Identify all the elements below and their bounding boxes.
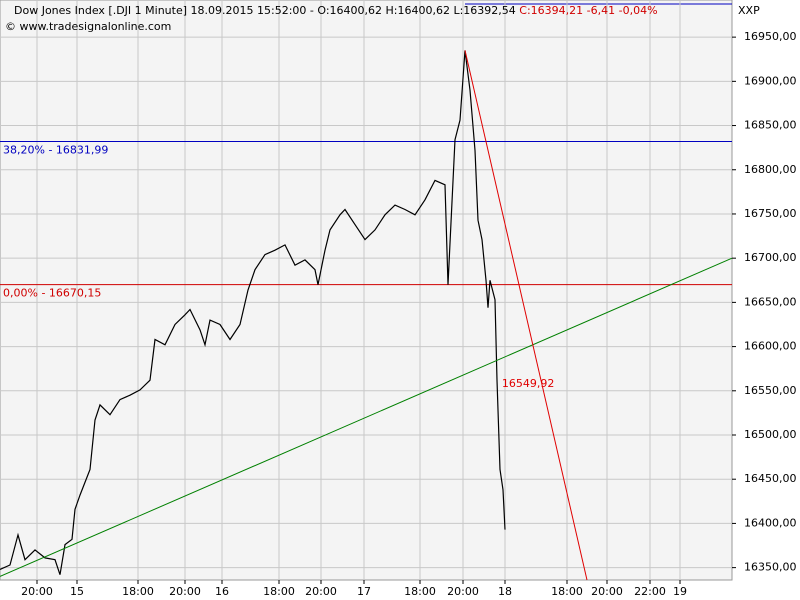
plot-area — [0, 0, 733, 581]
y-tick-label: 16750,00 — [744, 207, 797, 220]
x-tick-label: 15 — [70, 585, 84, 598]
x-tick-label: 16 — [215, 585, 229, 598]
x-tick-label: 20:00 — [305, 585, 337, 598]
x-tick-label: 17 — [357, 585, 371, 598]
price-line — [0, 50, 506, 575]
subtitle: © www.tradesignalonline.com — [5, 20, 171, 33]
fib-label: 38,20% - 16831,99 — [3, 143, 108, 156]
trend-label: 16549,92 — [502, 377, 555, 390]
x-tick-label: 20:00 — [169, 585, 201, 598]
x-tick-label: 20:00 — [21, 585, 53, 598]
fib-label: 0,00% - 16670,15 — [3, 287, 101, 300]
x-tick-label: 18:00 — [551, 585, 583, 598]
x-tick-label: 19 — [673, 585, 687, 598]
y-tick-label: 16700,00 — [744, 251, 797, 264]
x-tick-label: 22:00 — [634, 585, 666, 598]
trend-line — [0, 257, 733, 577]
y-tick-label: 16450,00 — [744, 472, 797, 485]
marks: 38,20% - 16831,99 0,00% - 16670,15 16549,9… — [0, 50, 733, 581]
grid — [0, 0, 732, 580]
trend-line — [464, 50, 588, 581]
x-tick-label: 20:00 — [591, 585, 623, 598]
y-tick-label: 16350,00 — [744, 561, 797, 574]
title-change: C:16394,21 -6,41 -0,04% — [519, 4, 657, 17]
y-tick-label: 16650,00 — [744, 295, 797, 308]
corner-label: XXP — [738, 4, 760, 17]
x-tick-label: 18:00 — [122, 585, 154, 598]
y-tick-label: 16950,00 — [744, 30, 797, 43]
title-text: Dow Jones Index [.DJI 1 Minute] 18.09.20… — [14, 4, 516, 17]
x-tick-label: 20:00 — [447, 585, 479, 598]
y-tick-label: 16500,00 — [744, 428, 797, 441]
y-tick-label: 16550,00 — [744, 384, 797, 397]
y-tick-label: 16900,00 — [744, 74, 797, 87]
x-tick-label: 18:00 — [404, 585, 436, 598]
x-tick-label: 18 — [498, 585, 512, 598]
x-tick-label: 18:00 — [263, 585, 295, 598]
y-tick-label: 16600,00 — [744, 340, 797, 353]
chart-title: Dow Jones Index [.DJI 1 Minute] 18.09.20… — [14, 4, 658, 17]
y-tick-label: 16800,00 — [744, 163, 797, 176]
y-tick-label: 16400,00 — [744, 516, 797, 529]
y-tick-label: 16850,00 — [744, 119, 797, 132]
